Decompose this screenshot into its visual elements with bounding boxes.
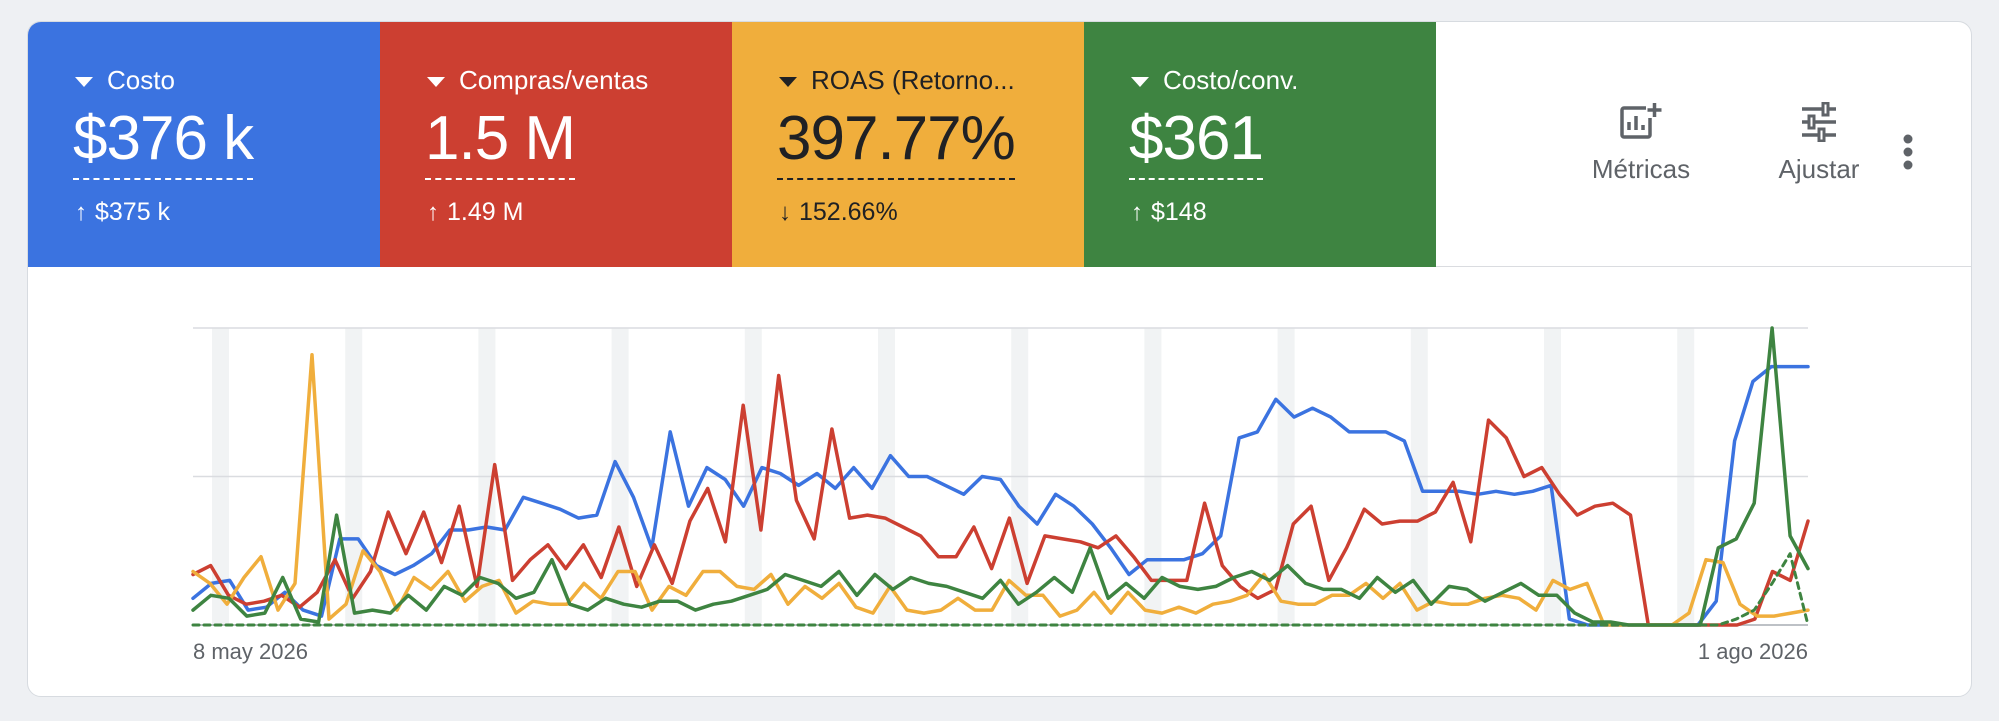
metric-tile-conversions[interactable]: Compras/ventas 1.5 M ↑ 1.49 M <box>380 22 732 267</box>
metric-value: $361 <box>1129 108 1264 180</box>
series-line <box>191 552 1810 627</box>
arrow-up-icon: ↑ <box>1131 198 1143 226</box>
metric-tile-roas[interactable]: ROAS (Retorno... 397.77% ↓ 152.66% <box>732 22 1084 267</box>
x-axis-end-label: 1 ago 2026 <box>1698 639 1808 664</box>
metric-delta: $148 <box>1151 198 1207 226</box>
caret-down-icon[interactable] <box>1131 76 1149 87</box>
metric-tile-cost-per-conv[interactable]: Costo/conv. $361 ↑ $148 <box>1084 22 1436 267</box>
arrow-up-icon: ↑ <box>427 198 439 226</box>
metric-delta: 152.66% <box>799 198 898 226</box>
arrow-down-icon: ↓ <box>779 198 791 226</box>
metric-summary-row: Costo $376 k ↑ $375 k Compras/ventas 1.5… <box>28 22 1971 267</box>
metric-delta: $375 k <box>95 198 171 226</box>
metric-value: $376 k <box>73 108 254 180</box>
metric-label: Costo/conv. <box>1163 65 1299 95</box>
adjust-button-label: Ajustar <box>1778 154 1860 184</box>
chart-series <box>191 326 1810 627</box>
performance-chart: 8 may 2026 1 ago 2026 <box>28 267 1971 696</box>
metrics-button[interactable]: Métricas <box>1571 102 1711 212</box>
metric-value: 1.5 M <box>425 108 576 180</box>
metric-delta: 1.49 M <box>447 198 524 226</box>
metric-tile-cost[interactable]: Costo $376 k ↑ $375 k <box>28 22 380 267</box>
line-chart: 8 may 2026 1 ago 2026 <box>191 326 1810 664</box>
series-line <box>191 326 1810 627</box>
adjust-button[interactable]: Ajustar <box>1749 102 1889 212</box>
metric-label: Compras/ventas <box>459 65 649 95</box>
more-options-button[interactable] <box>1888 122 1928 182</box>
x-axis-start-label: 8 may 2026 <box>193 639 308 664</box>
caret-down-icon[interactable] <box>427 76 445 87</box>
performance-card: Costo $376 k ↑ $375 k Compras/ventas 1.5… <box>27 21 1972 697</box>
series-line <box>191 373 1810 627</box>
metric-label: Costo <box>107 65 175 95</box>
caret-down-icon[interactable] <box>779 76 797 87</box>
tune-icon <box>1802 102 1836 142</box>
arrow-up-icon: ↑ <box>75 198 87 226</box>
add-chart-icon <box>1620 102 1663 139</box>
caret-down-icon[interactable] <box>75 76 93 87</box>
more-vert-icon <box>1903 134 1913 170</box>
metric-label: ROAS (Retorno... <box>811 65 1015 95</box>
series-line <box>191 364 1810 627</box>
metrics-button-label: Métricas <box>1591 154 1691 184</box>
metric-value: 397.77% <box>777 108 1016 180</box>
